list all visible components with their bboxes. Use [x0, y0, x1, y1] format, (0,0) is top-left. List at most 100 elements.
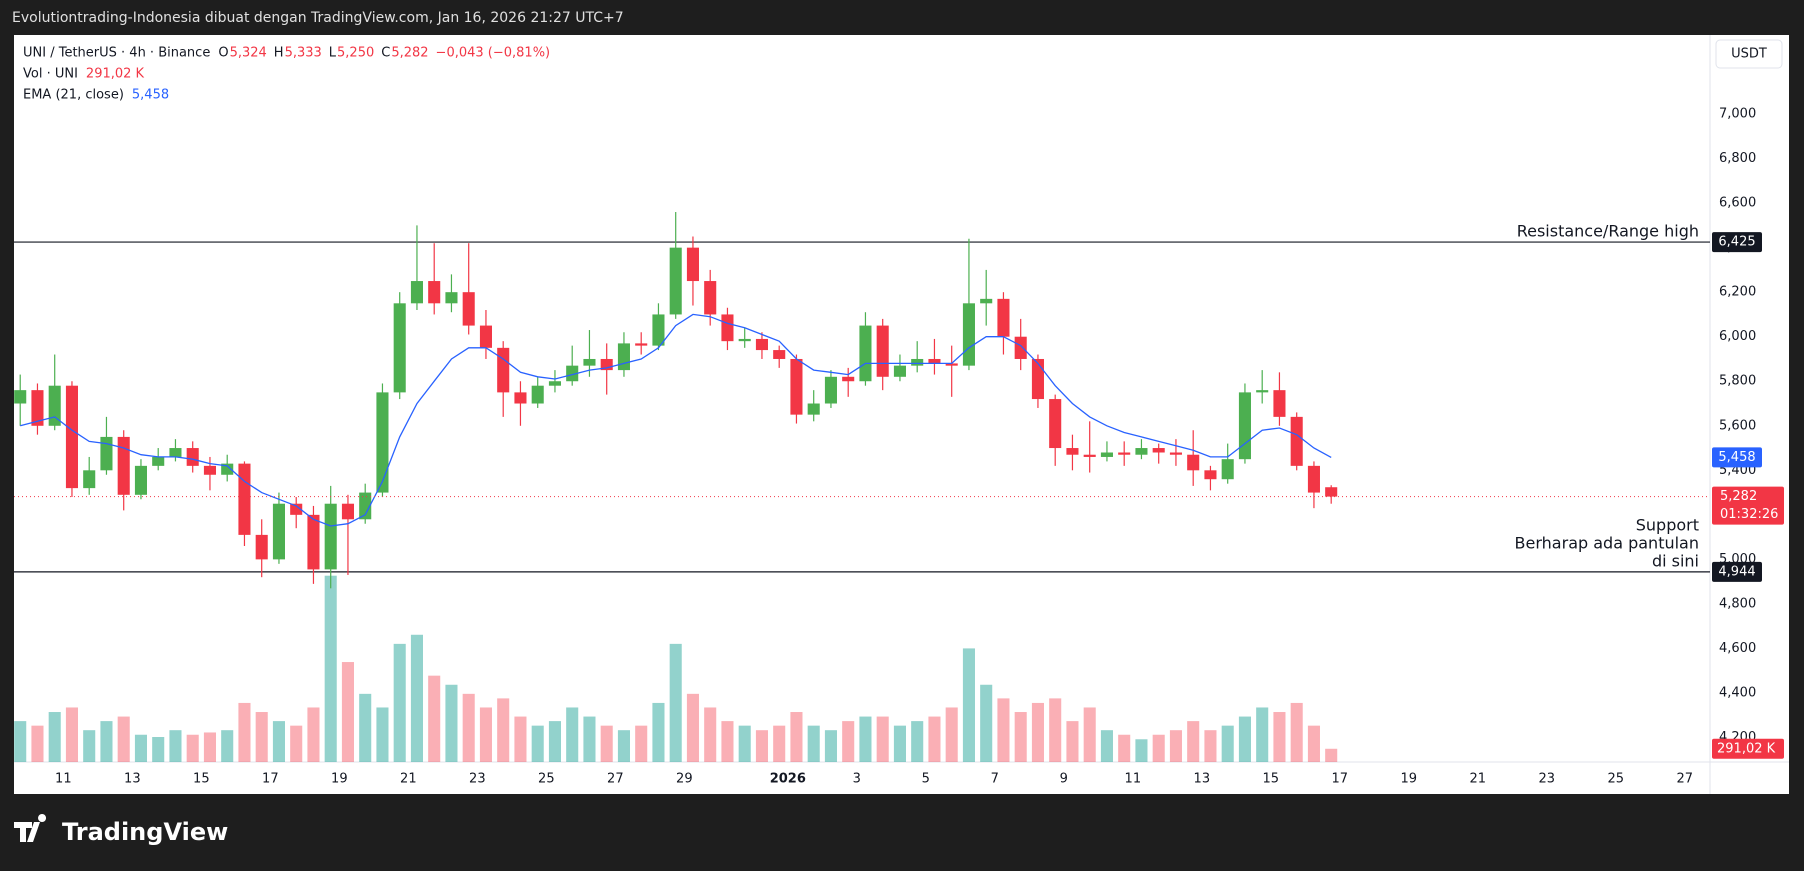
- volume-bar: [514, 716, 527, 762]
- volume-bar: [497, 698, 510, 762]
- volume-bar: [272, 721, 285, 762]
- volume-bar: [307, 707, 320, 762]
- currency-box[interactable]: [1715, 39, 1783, 69]
- volume-bar: [738, 725, 751, 762]
- volume-bar: [652, 702, 665, 762]
- x-tick-label: 23: [1539, 772, 1556, 787]
- volume-bar: [393, 643, 406, 762]
- currency[interactable]: USDT: [1731, 47, 1767, 62]
- candle-body: [272, 503, 285, 560]
- x-tick-label: 9: [1060, 772, 1068, 787]
- candle-body: [980, 298, 993, 304]
- volume-bar: [1049, 698, 1062, 762]
- legend-text: H: [274, 46, 284, 61]
- volume-bar: [1066, 721, 1079, 762]
- level-annotation: Support: [1636, 515, 1699, 534]
- candle-body: [721, 314, 734, 342]
- volume-bar: [1273, 712, 1286, 762]
- candle-body: [65, 385, 78, 489]
- legend-text: EMA (21, close): [23, 88, 124, 103]
- legend-text: C: [381, 46, 390, 61]
- volume-bar: [255, 712, 268, 762]
- x-tick-label: 17: [1332, 772, 1349, 787]
- volume-bar: [359, 693, 372, 762]
- x-tick-label: 15: [193, 772, 210, 787]
- volume-bar: [117, 716, 130, 762]
- x-tick-label: 13: [1194, 772, 1211, 787]
- volume-bar: [1290, 702, 1303, 762]
- candle-body: [1031, 358, 1044, 400]
- volume-box: [1712, 738, 1784, 759]
- candle-body: [428, 281, 441, 304]
- x-tick-label: 25: [1608, 772, 1625, 787]
- volume-bar: [1221, 725, 1234, 762]
- volume-bar: [997, 698, 1010, 762]
- legend-text: −0,043 (−0,81%): [436, 46, 551, 61]
- y-tick-label: 4,800: [1719, 596, 1756, 611]
- volume-bar: [152, 737, 165, 762]
- volume-bar: [1014, 712, 1027, 762]
- volume-bar: [1152, 734, 1165, 762]
- volume-bar: [1204, 730, 1217, 762]
- volume-bar: [48, 712, 61, 762]
- volume-bar: [531, 725, 544, 762]
- volume-bar: [1083, 707, 1096, 762]
- candle-body: [1066, 448, 1079, 455]
- footer-logo: TradingView: [14, 814, 228, 846]
- ema-line: [20, 313, 1332, 527]
- candle-body: [1325, 487, 1338, 497]
- x-tick-label: 7: [991, 772, 999, 787]
- x-tick-label: 21: [400, 772, 417, 787]
- volume-bar: [773, 725, 786, 762]
- volume-bar: [1238, 716, 1251, 762]
- candle-body: [1290, 416, 1303, 466]
- last-price-label: 5,282: [1720, 489, 1757, 504]
- legend-text: Vol · UNI: [23, 67, 78, 82]
- level-price-label: 6,425: [1718, 235, 1755, 250]
- volume-bar: [617, 730, 630, 762]
- candle-body: [1187, 454, 1200, 471]
- candle-body: [1014, 336, 1027, 359]
- volume-bar: [376, 707, 389, 762]
- volume-bar: [635, 725, 648, 762]
- candle-body: [307, 514, 320, 570]
- volume-bar: [1325, 748, 1338, 762]
- candle-body: [514, 392, 527, 404]
- volume-bar: [65, 707, 78, 762]
- candle-body: [617, 343, 630, 371]
- volume-bar: [83, 730, 96, 762]
- legend-text: 5,333: [285, 46, 322, 61]
- volume-bar: [945, 707, 958, 762]
- candle-body: [152, 456, 165, 466]
- x-tick-label: 13: [124, 772, 141, 787]
- candle-body: [1152, 448, 1165, 453]
- candle-body: [1238, 392, 1251, 460]
- y-tick-label: 5,800: [1719, 374, 1756, 389]
- candle-body: [221, 463, 234, 475]
- y-tick-label: 5,600: [1719, 418, 1756, 433]
- volume-bar: [548, 721, 561, 762]
- candle-body: [1204, 470, 1217, 480]
- candle-body: [962, 303, 975, 366]
- volume-bar: [169, 730, 182, 762]
- ema-price-box: [1712, 447, 1762, 468]
- legend-text: O: [218, 46, 228, 61]
- x-tick-label: 5: [922, 772, 930, 787]
- y-tick-label: 7,000: [1719, 107, 1756, 122]
- legend-text: 5,250: [337, 46, 374, 61]
- candle-body: [600, 358, 613, 371]
- candle-body: [755, 338, 768, 351]
- countdown: 01:32:26: [1720, 507, 1778, 522]
- volume-bar: [1118, 734, 1131, 762]
- candle-body: [1307, 465, 1320, 493]
- volume-bar: [221, 730, 234, 762]
- volume-label: 291,02 K: [1717, 741, 1776, 756]
- logo-icon: [14, 814, 47, 842]
- volume-bar: [1031, 702, 1044, 762]
- volume-bar: [1187, 721, 1200, 762]
- candle-body: [842, 376, 855, 382]
- volume-bar: [859, 716, 872, 762]
- volume-bar: [721, 721, 734, 762]
- candle-body: [1135, 448, 1148, 455]
- chart-panel: [14, 35, 1789, 794]
